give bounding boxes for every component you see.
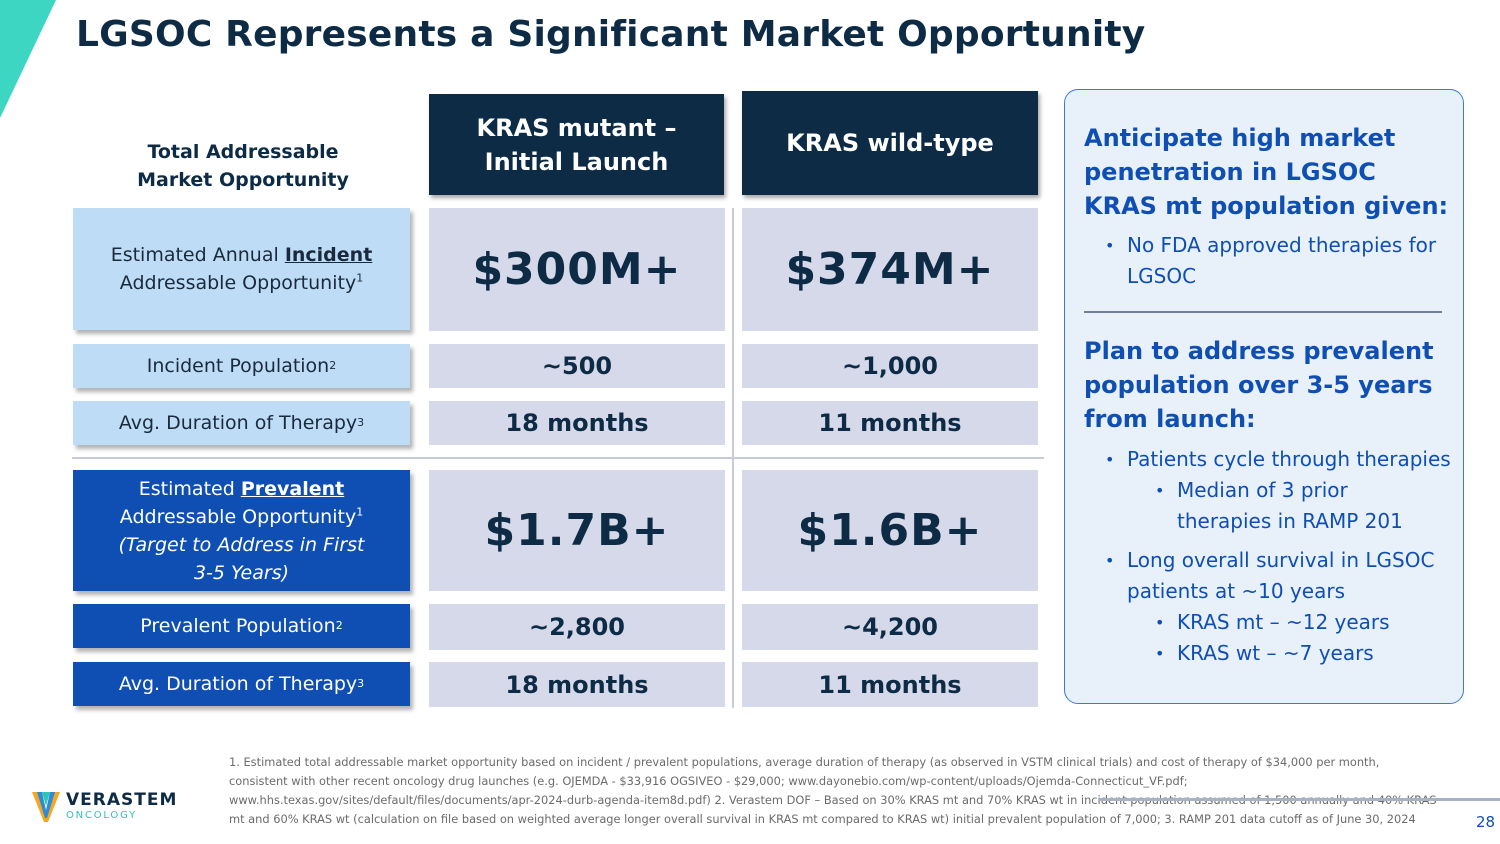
incident-duration-label: Avg. Duration of Therapy [118,412,358,434]
row-label-incident-duration: Avg. Duration of Therapy 3 [73,401,410,445]
column-header-kras-mutant-line-1: KRAS mutant – [476,113,677,142]
prevalent-population-kras-wild-type: ~4,200 [742,604,1038,650]
incident-duration-kras-mutant: 18 months [429,401,725,445]
row-label-prevalent-opportunity: Estimated Prevalent Addressable Opportun… [73,470,410,591]
verastem-v-icon [32,792,60,822]
callout-list-penetration: No FDA approved therapies for LGSOC [1105,230,1455,292]
callout-heading-penetration: Anticipate high market penetration in LG… [1084,124,1449,220]
prevalent-opportunity-target-note: (Target to Address in First 3-5 Years) [118,533,365,584]
list-item-sub: KRAS mt – ~12 years [1155,607,1455,638]
list-item: Long overall survival in LGSOC patients … [1105,545,1455,607]
column-header-kras-wild-type-label: KRAS wild-type [786,129,994,157]
column-header-kras-mutant: KRAS mutant – Initial Launch [429,94,724,195]
market-penetration-callout: Anticipate high market penetration in LG… [1064,89,1464,704]
incident-population-label: Incident Population [146,355,330,377]
page-number: 28 [1476,813,1496,831]
footnote-ref: 1 [356,505,364,519]
verastem-logo: VERASTEM ONCOLOGY [32,790,177,824]
incident-opportunity-kras-mutant: $300M+ [429,208,725,331]
incident-population-kras-wild-type: ~1,000 [742,344,1038,388]
prevalent-opportunity-label-suffix: Addressable Opportunity [119,505,357,528]
list-item-sub: KRAS wt – ~7 years [1155,638,1455,669]
page-title: LGSOC Represents a Significant Market Op… [76,14,1146,55]
callout-heading-prevalent: Plan to address prevalent population ove… [1084,337,1434,433]
row-label-prevalent-duration: Avg. Duration of Therapy 3 [73,662,410,706]
prevalent-opportunity-kras-mutant: $1.7B+ [429,470,725,591]
incident-opportunity-emphasis: Incident [284,244,373,266]
footnote-ref: 1 [356,271,364,285]
prevalent-duration-label: Avg. Duration of Therapy [118,673,358,695]
row-label-incident-opportunity: Estimated Annual Incident Addressable Op… [73,208,410,330]
prevalent-population-label: Prevalent Population [140,615,336,637]
incident-opportunity-label-suffix: Addressable Opportunity [119,272,357,294]
incident-duration-kras-wild-type: 11 months [742,401,1038,445]
callout-divider [1084,311,1442,313]
row-label-prevalent-population: Prevalent Population 2 [73,604,410,648]
list-item: Patients cycle through therapies [1105,444,1455,475]
prevalent-opportunity-emphasis: Prevalent [240,477,345,500]
section-divider [72,457,1044,459]
footnotes: 1. Estimated total addressable market op… [229,755,1437,826]
prevalent-duration-kras-mutant: 18 months [429,662,725,707]
incident-opportunity-kras-wild-type: $374M+ [742,208,1038,331]
prevalent-population-kras-mutant: ~2,800 [429,604,725,650]
corner-label-line-2: Market Opportunity [137,169,349,191]
incident-opportunity-label-prefix: Estimated Annual [110,244,285,266]
table-corner-label: Total Addressable Market Opportunity [100,138,386,194]
corner-accent-shape [0,0,56,118]
list-item-sub: Median of 3 prior therapies in RAMP 201 [1155,475,1425,537]
list-item: No FDA approved therapies for LGSOC [1105,230,1455,292]
logo-wordmark: VERASTEM [66,790,178,810]
footer-rule [1100,798,1500,801]
row-label-incident-population: Incident Population 2 [73,344,410,388]
callout-list-prevalent: Patients cycle through therapies Median … [1105,444,1455,669]
logo-subtitle: ONCOLOGY [66,810,138,821]
prevalent-opportunity-label-prefix: Estimated [138,477,241,500]
prevalent-duration-kras-wild-type: 11 months [742,662,1038,707]
column-header-kras-wild-type: KRAS wild-type [742,91,1038,195]
corner-label-line-1: Total Addressable [147,141,339,163]
incident-population-kras-mutant: ~500 [429,344,725,388]
column-header-kras-mutant-line-2: Initial Launch [484,147,669,176]
prevalent-opportunity-kras-wild-type: $1.6B+ [742,470,1038,591]
